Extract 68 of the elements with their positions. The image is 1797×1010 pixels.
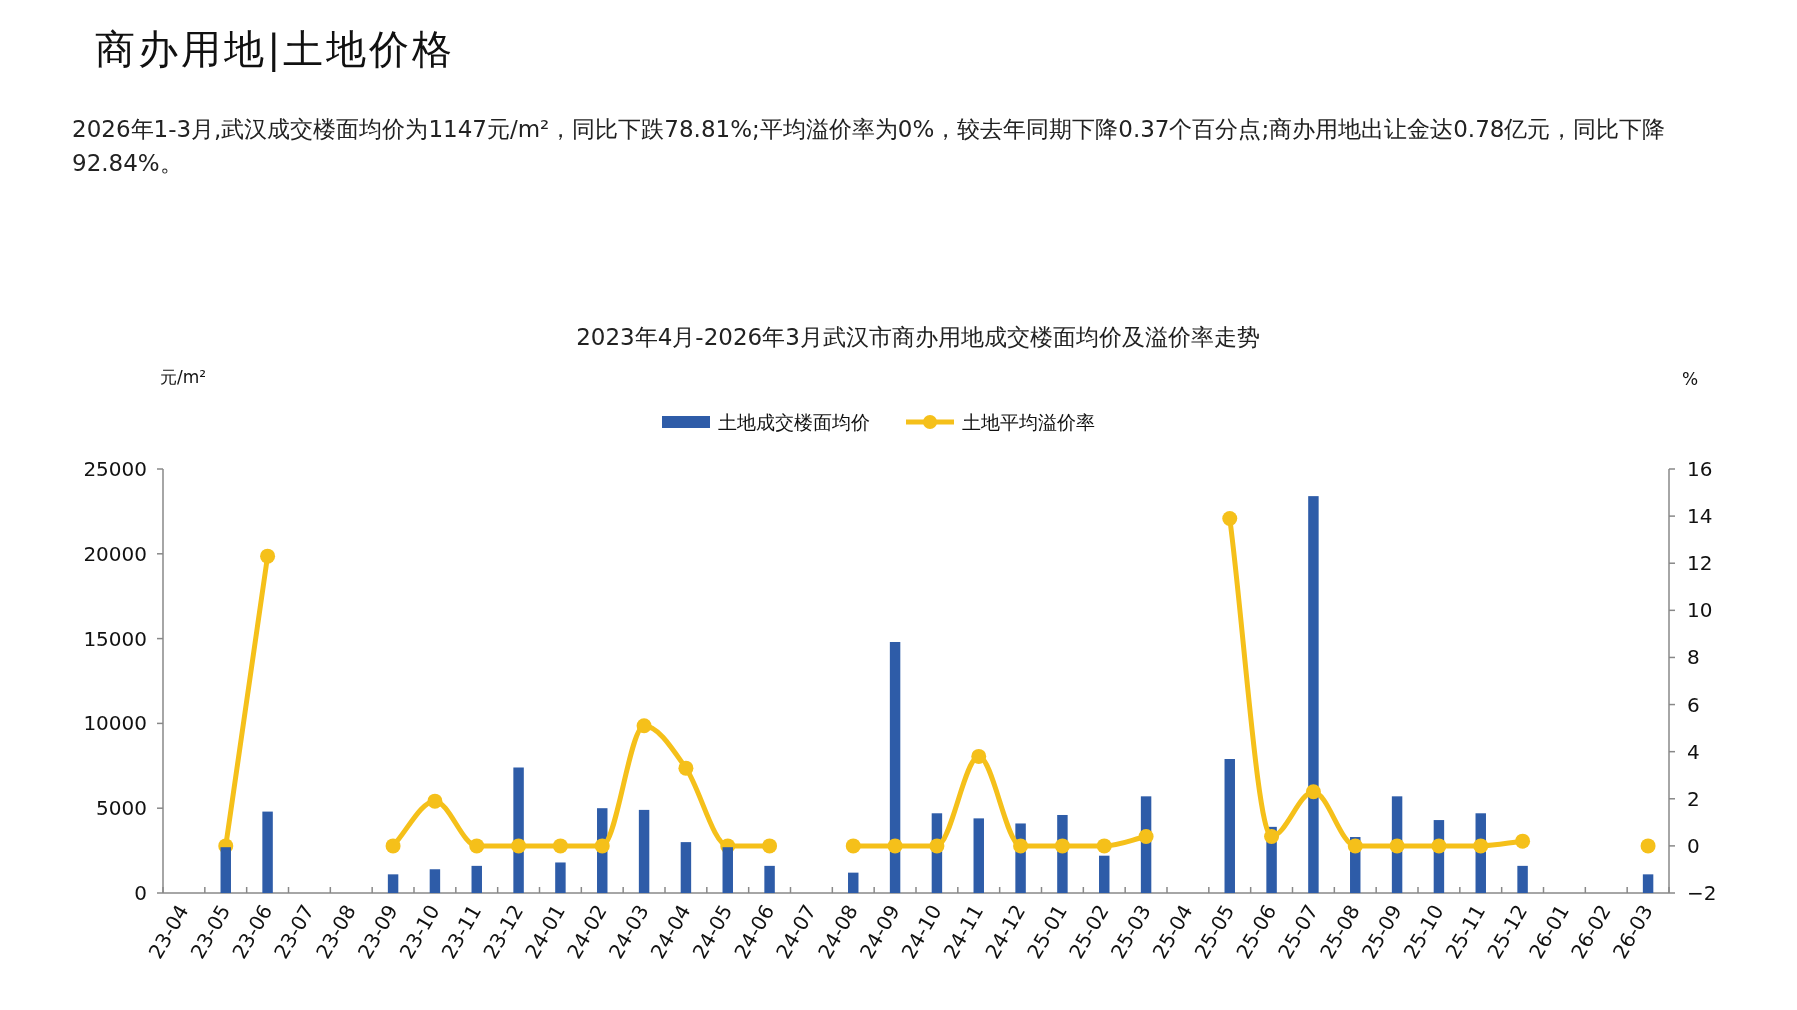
y-tick-label: 5000 [96,796,147,821]
y2-axis-title: % [1681,369,1699,389]
point [469,838,485,854]
point [762,838,778,854]
bar [471,865,482,893]
point [1013,838,1029,854]
bar [1099,855,1110,893]
point [1347,838,1363,854]
chart-title: 2023年4月-2026年3月武汉市商办用地成交楼面均价及溢价率走势 [576,324,1260,350]
y-tick-label: 25000 [83,457,147,481]
y2-tick-label: 12 [1687,551,1713,576]
y-tick-label: 20000 [83,541,147,566]
point [1222,510,1238,526]
point [1389,838,1405,854]
bar [1642,874,1654,893]
point [385,838,401,854]
y2-tick-label: 4 [1687,739,1700,764]
bar [889,641,901,893]
y-axis-title: 元/m² [160,367,207,387]
point [971,748,987,764]
point [1305,784,1321,800]
y2-tick-label: 2 [1687,786,1700,811]
y-tick-label: 10000 [83,711,147,736]
point [1096,838,1112,854]
legend-label: 土地成交楼面均价 [718,411,870,433]
point [845,838,861,854]
y-tick-label: 15000 [83,626,147,651]
y2-tick-label: 0 [1687,833,1700,858]
y2-tick-label: 10 [1687,598,1713,623]
bar [848,872,859,893]
point [678,760,694,776]
bar [973,818,984,893]
point [929,838,945,854]
point [552,838,568,854]
bar [387,874,399,893]
bar [262,811,273,893]
y2-tick-label: 6 [1687,692,1700,717]
bar [220,847,231,893]
bar [1517,865,1528,893]
point [511,838,527,854]
point [594,838,610,854]
legend-label: 土地平均溢价率 [962,411,1095,433]
y-tick-label: 0 [134,881,147,905]
point [1054,838,1070,854]
bar [722,847,733,893]
point [1515,833,1531,849]
bar [638,809,650,893]
point [636,718,652,734]
annotation: 商办用地|土地价格 [95,25,456,74]
y2-tick-label: 8 [1687,645,1700,670]
bar [764,865,775,893]
y2-tick-label: −2 [1687,881,1717,905]
y2-tick-label: 16 [1687,457,1713,481]
y2-tick-label: 14 [1687,504,1713,529]
point [260,548,276,564]
point [427,793,443,809]
bar [1224,759,1235,893]
point [1431,838,1447,854]
bar [429,869,441,893]
bar [1308,496,1319,893]
point [1473,838,1489,854]
bar [680,842,692,893]
point [887,838,903,854]
point [1640,838,1656,854]
bar [555,862,566,893]
annotation: 2026年1-3月,武汉成交楼面均价为1147元/m²，同比下跌78.81%;平均溢价率为0%，较去年同期下降0.37个百分点;商办用地出让金达0.78亿元，同比下降92.84%。 [72,115,1667,178]
point [1138,828,1154,844]
point [1264,828,1280,844]
